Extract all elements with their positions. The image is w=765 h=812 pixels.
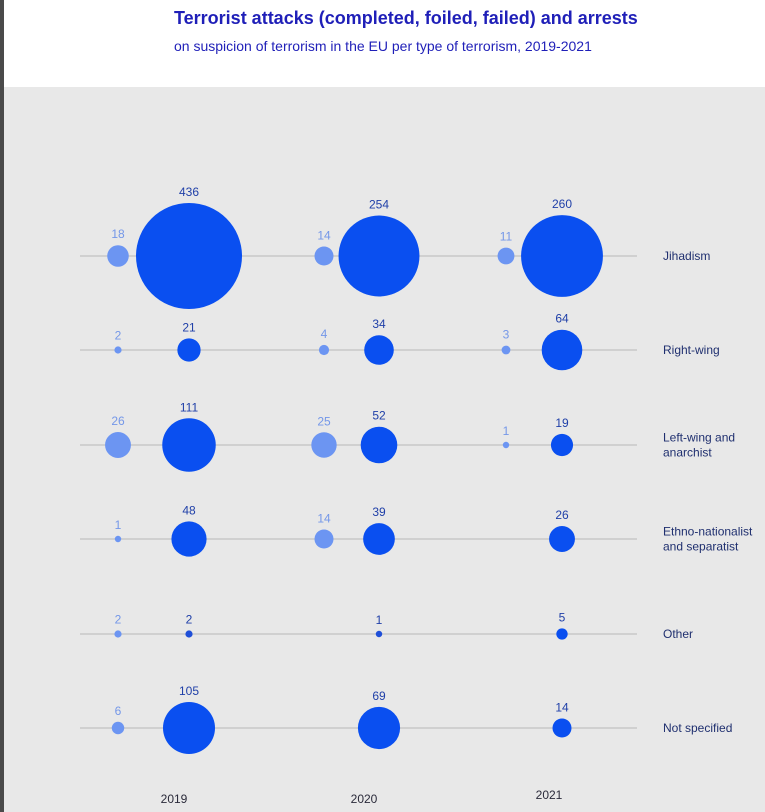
arrest-value-label: 64 [555, 312, 569, 326]
attack-value-label: 25 [317, 414, 331, 428]
arrest-bubble-other-2019 [185, 630, 193, 638]
attack-bubble-right-wing-2021 [501, 345, 511, 355]
arrest-value-label: 39 [372, 505, 386, 519]
year-label-2019: 2019 [161, 792, 188, 806]
arrest-value-label: 111 [180, 400, 199, 414]
arrest-bubble-left-wing-and-anarchist-2019 [162, 418, 216, 472]
arrest-bubble-jihadism-2020 [338, 215, 420, 297]
arrest-value-label: 1 [376, 613, 383, 627]
arrest-bubble-ethno-nationalist-and-separatist-2021 [549, 526, 575, 552]
arrest-bubble-not-specified-2019 [162, 701, 216, 755]
arrest-bubble-not-specified-2020 [357, 706, 401, 750]
arrest-value-label: 14 [555, 701, 569, 715]
category-label-ethno-nationalist-and-separatist: Ethno-nationalist [663, 525, 753, 539]
attack-bubble-other-2019 [114, 630, 122, 638]
attack-value-label: 1 [115, 518, 122, 532]
category-label-right-wing: Right-wing [663, 343, 720, 357]
arrest-bubble-other-2021 [556, 628, 568, 640]
arrest-value-label: 2 [186, 612, 193, 626]
attack-value-label: 18 [111, 227, 125, 241]
plot-area: 18 436 14 254 11 260 Jihadism 2 21 4 34 3 64 Right-wi… [4, 87, 765, 812]
attack-bubble-left-wing-and-anarchist-2019 [105, 432, 131, 458]
attack-bubble-left-wing-and-anarchist-2021 [502, 441, 510, 449]
attack-value-label: 11 [500, 230, 513, 244]
category-label-ethno-nationalist-and-separatist: and separatist [663, 540, 739, 554]
year-label-2021: 2021 [536, 788, 563, 802]
window-edge [0, 0, 4, 812]
arrest-value-label: 19 [555, 416, 569, 430]
arrest-value-label: 254 [369, 198, 389, 212]
arrest-value-label: 21 [182, 320, 196, 334]
attack-bubble-jihadism-2020 [314, 246, 334, 266]
category-label-left-wing-and-anarchist: Left-wing and [663, 431, 735, 445]
arrest-bubble-other-2020 [375, 630, 383, 638]
category-label-not-specified: Not specified [663, 721, 732, 735]
attack-value-label: 2 [115, 328, 122, 342]
attack-bubble-ethno-nationalist-and-separatist-2020 [314, 529, 334, 549]
attack-value-label: 14 [317, 229, 331, 243]
arrest-bubble-right-wing-2021 [541, 329, 583, 371]
arrest-bubble-ethno-nationalist-and-separatist-2020 [363, 523, 395, 555]
arrest-bubble-right-wing-2020 [364, 335, 394, 365]
arrest-bubble-right-wing-2019 [177, 338, 201, 362]
attack-value-label: 3 [503, 328, 510, 342]
chart-subtitle: on suspicion of terrorism in the EU per … [174, 38, 592, 54]
attack-value-label: 14 [317, 512, 331, 526]
chart-header: Terrorist attacks (completed, foiled, fa… [4, 0, 765, 87]
attack-value-label: 6 [115, 704, 122, 718]
category-label-left-wing-and-anarchist: anarchist [663, 446, 712, 460]
arrest-bubble-left-wing-and-anarchist-2020 [360, 426, 398, 464]
arrest-bubble-left-wing-and-anarchist-2021 [550, 433, 574, 457]
attack-bubble-ethno-nationalist-and-separatist-2019 [114, 535, 122, 543]
arrest-value-label: 105 [179, 684, 199, 698]
arrest-bubble-not-specified-2021 [552, 718, 572, 738]
arrest-value-label: 52 [372, 409, 386, 423]
category-label-jihadism: Jihadism [663, 249, 710, 263]
attack-bubble-right-wing-2019 [114, 346, 122, 354]
attack-bubble-right-wing-2020 [318, 344, 330, 356]
arrest-value-label: 260 [552, 197, 572, 211]
arrest-bubble-jihadism-2021 [521, 215, 603, 297]
attack-value-label: 26 [111, 414, 125, 428]
arrest-value-label: 69 [372, 689, 386, 703]
chart-title: Terrorist attacks (completed, foiled, fa… [174, 8, 638, 28]
attack-value-label: 1 [503, 424, 510, 438]
arrest-bubble-jihadism-2019 [136, 203, 242, 309]
arrest-value-label: 26 [555, 508, 569, 522]
attack-bubble-jihadism-2021 [497, 247, 515, 265]
arrest-value-label: 34 [372, 317, 386, 331]
arrest-value-label: 5 [559, 610, 566, 624]
attack-value-label: 2 [115, 612, 122, 626]
arrest-bubble-ethno-nationalist-and-separatist-2019 [171, 521, 207, 557]
attack-bubble-not-specified-2019 [111, 721, 125, 735]
arrest-value-label: 48 [182, 503, 196, 517]
arrest-value-label: 436 [179, 185, 199, 199]
year-label-2020: 2020 [351, 792, 378, 806]
category-label-other: Other [663, 627, 693, 641]
attack-bubble-jihadism-2019 [107, 245, 129, 267]
attack-value-label: 4 [321, 327, 328, 341]
attack-bubble-left-wing-and-anarchist-2020 [311, 432, 337, 458]
